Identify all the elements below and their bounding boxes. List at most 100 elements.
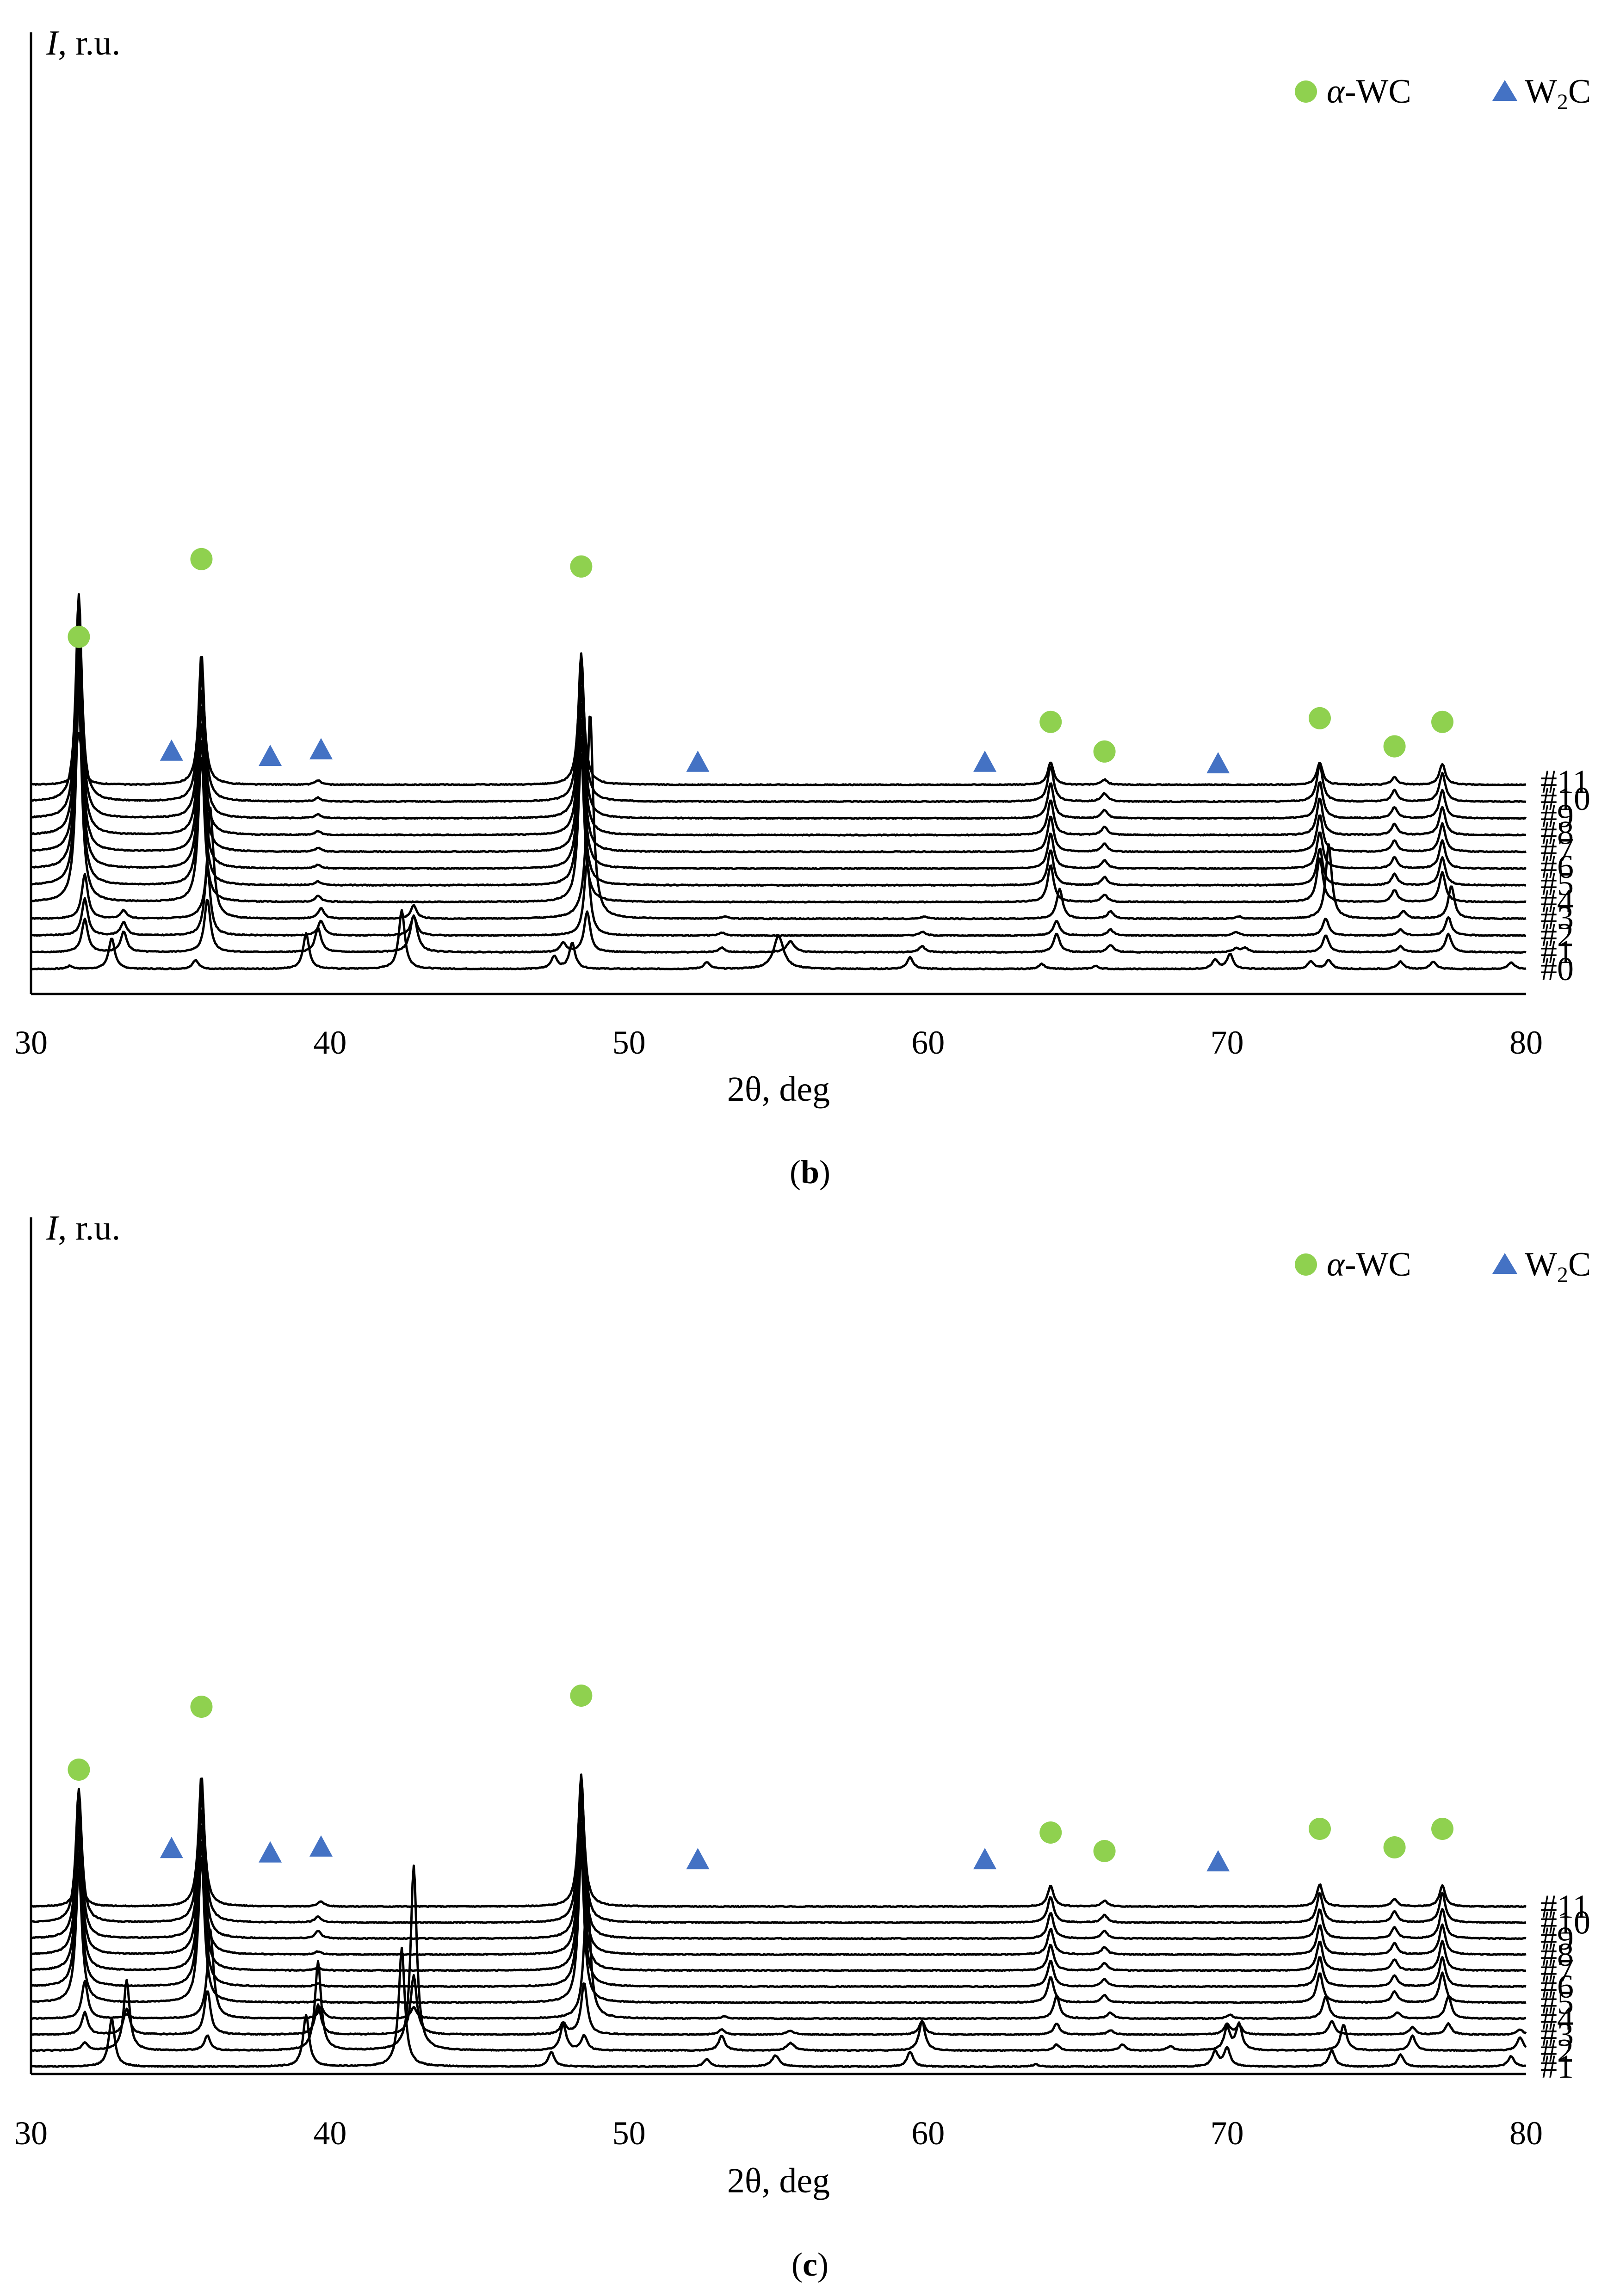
trace-n1 bbox=[31, 1946, 1527, 2068]
wc-peak-marker bbox=[1308, 1818, 1331, 1840]
caption-close: ) bbox=[817, 2246, 829, 2283]
wc-peak-marker bbox=[190, 548, 213, 570]
trace-n7 bbox=[31, 1821, 1526, 1972]
series-label: #6 bbox=[1540, 848, 1574, 885]
legend-wc-marker bbox=[1295, 1253, 1317, 1276]
series-label: #1 bbox=[1540, 933, 1574, 970]
panel-b: I, r.u. 30 40 50 60 70 80 #0#1#2#3#4#5#6#7#8#… bbox=[14, 24, 1591, 1191]
wc-peak-marker bbox=[1308, 707, 1331, 729]
legend-wc-marker bbox=[1295, 80, 1317, 103]
series-label: #10 bbox=[1540, 1904, 1590, 1941]
trace-n3 bbox=[31, 1974, 1527, 2037]
y-axis-title: I, r.u. bbox=[46, 1209, 120, 1247]
series-labels: #1#2#3#4#5#6#7#8#9#10#11 bbox=[1540, 1888, 1590, 2085]
trace-n6 bbox=[31, 660, 1527, 870]
trace-n2 bbox=[31, 1864, 1527, 2052]
wc-peak-marker bbox=[570, 1685, 593, 1707]
w2c-peak-marker bbox=[309, 1835, 333, 1857]
wc-peak-marker bbox=[570, 555, 593, 578]
series-label: #7 bbox=[1540, 831, 1574, 868]
legend-w2c-sub: 2 bbox=[1557, 90, 1568, 114]
x-tick-label: 70 bbox=[1211, 2115, 1244, 2152]
w2c-peak-marker bbox=[309, 738, 333, 759]
trace-n9 bbox=[31, 1789, 1527, 1940]
caption-close: ) bbox=[819, 1154, 830, 1191]
series-label: #7 bbox=[1540, 1952, 1574, 1989]
trace-n5 bbox=[31, 1853, 1527, 2004]
series-label: #0 bbox=[1540, 950, 1574, 988]
trace-n10 bbox=[30, 593, 1527, 803]
legend-w2c-sub: 2 bbox=[1557, 1263, 1568, 1287]
w2c-peak-marker bbox=[973, 750, 997, 772]
x-tick-label: 30 bbox=[14, 1024, 48, 1061]
legend-w2c-marker bbox=[1492, 1253, 1517, 1274]
series-label: #4 bbox=[1540, 2000, 1574, 2037]
series-label: #2 bbox=[1540, 2032, 1574, 2069]
x-axis-title: 2θ, deg bbox=[727, 1070, 830, 1109]
legend-w2c-marker bbox=[1492, 80, 1517, 101]
x-tick-label: 30 bbox=[14, 2115, 48, 2152]
phase-markers bbox=[68, 548, 1454, 773]
x-tick-labels: 30 40 50 60 70 80 bbox=[14, 1024, 1543, 1061]
trace-n5 bbox=[31, 676, 1526, 887]
trace-n4 bbox=[30, 1884, 1526, 2020]
x-tick-label: 40 bbox=[313, 1024, 346, 1061]
series-label: #6 bbox=[1540, 1968, 1574, 2005]
legend-wc-suffix: -WC bbox=[1345, 1246, 1411, 1284]
y-axis-variable: I bbox=[46, 24, 60, 62]
series-label: #5 bbox=[1540, 865, 1574, 902]
y-axis-unit: , r.u. bbox=[58, 1209, 120, 1247]
series-label: #3 bbox=[1540, 2016, 1574, 2053]
x-tick-label: 40 bbox=[313, 2115, 346, 2152]
wc-peak-marker bbox=[1383, 1836, 1406, 1858]
trace-n8 bbox=[31, 1805, 1527, 1957]
legend-wc-label: α-WC bbox=[1327, 73, 1411, 111]
wc-peak-marker bbox=[1431, 710, 1454, 733]
trace-n3 bbox=[31, 716, 1527, 920]
panel-caption: (c) bbox=[791, 2246, 829, 2283]
caption-letter: c bbox=[803, 2246, 817, 2283]
series-label: #2 bbox=[1540, 916, 1574, 953]
y-axis-title: I, r.u. bbox=[46, 24, 120, 62]
legend-w2c-label: W2C bbox=[1525, 1246, 1591, 1287]
series-labels: #0#1#2#3#4#5#6#7#8#9#10#11 bbox=[1540, 763, 1590, 988]
w2c-peak-marker bbox=[686, 750, 710, 772]
legend-w2c-prefix: W bbox=[1525, 73, 1557, 111]
legend: α-WC W2C bbox=[1295, 1246, 1591, 1287]
legend-w2c-prefix: W bbox=[1525, 1246, 1557, 1284]
caption-letter: b bbox=[801, 1154, 819, 1191]
x-tick-label: 80 bbox=[1509, 1024, 1543, 1061]
w2c-peak-marker bbox=[160, 1837, 183, 1858]
series-label: #8 bbox=[1540, 815, 1574, 852]
series-label: #5 bbox=[1540, 1984, 1574, 2021]
legend: α-WC W2C bbox=[1295, 73, 1591, 114]
wc-peak-marker bbox=[68, 625, 90, 648]
phase-markers bbox=[68, 1685, 1454, 1871]
series-label: #9 bbox=[1540, 1920, 1574, 1957]
wc-peak-marker bbox=[1383, 735, 1406, 758]
trace-n2 bbox=[31, 860, 1527, 937]
trace-n11 bbox=[31, 665, 1527, 787]
w2c-peak-marker bbox=[160, 739, 183, 761]
wc-peak-marker bbox=[1039, 710, 1062, 733]
w2c-peak-marker bbox=[259, 745, 282, 766]
legend-w2c-label: W2C bbox=[1525, 73, 1591, 114]
trace-n10 bbox=[31, 1773, 1527, 1924]
trace-n8 bbox=[31, 627, 1526, 837]
trace-n4 bbox=[31, 693, 1527, 904]
legend-wc-label: α-WC bbox=[1327, 1246, 1411, 1284]
w2c-peak-marker bbox=[973, 1848, 997, 1870]
x-axis-title: 2θ, deg bbox=[727, 2161, 830, 2200]
series-label: #3 bbox=[1540, 900, 1574, 937]
traces bbox=[30, 1773, 1527, 2068]
legend-wc-prefix: α bbox=[1327, 73, 1346, 111]
wc-peak-marker bbox=[1431, 1818, 1454, 1840]
trace-n6 bbox=[31, 1837, 1527, 1988]
panel-caption: (b) bbox=[790, 1154, 830, 1191]
trace-n11 bbox=[31, 1780, 1527, 1908]
wc-peak-marker bbox=[1093, 1840, 1116, 1862]
series-label: #1 bbox=[1540, 2048, 1574, 2085]
x-tick-label: 70 bbox=[1211, 1024, 1244, 1061]
legend-w2c-suffix: C bbox=[1568, 73, 1591, 111]
